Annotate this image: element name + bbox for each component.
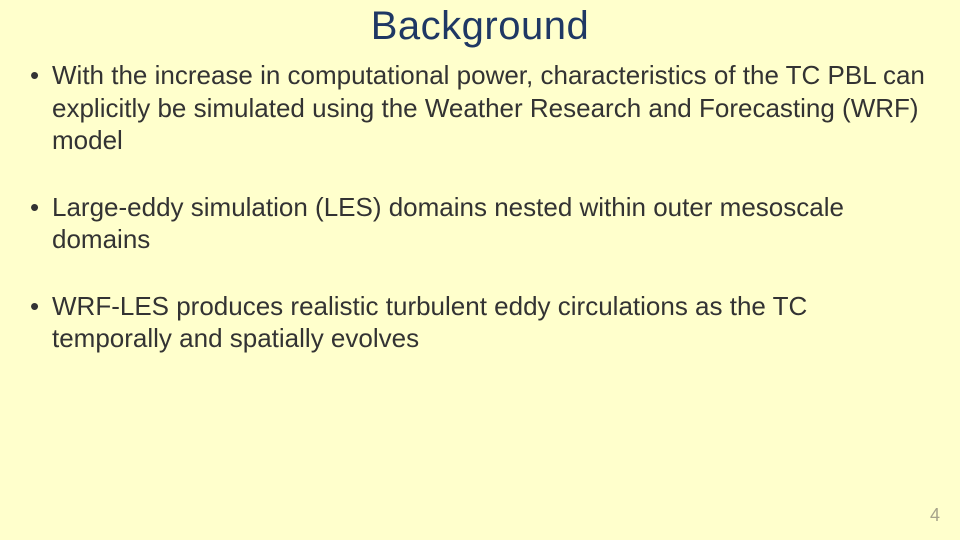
bullet-list: With the increase in computational power… <box>26 59 934 355</box>
bullet-item: WRF-LES produces realistic turbulent edd… <box>26 290 934 355</box>
slide-content: With the increase in computational power… <box>0 49 960 355</box>
bullet-item: With the increase in computational power… <box>26 59 934 157</box>
slide: Background With the increase in computat… <box>0 0 960 540</box>
bullet-item: Large-eddy simulation (LES) domains nest… <box>26 191 934 256</box>
page-number: 4 <box>930 505 940 526</box>
slide-title: Background <box>0 0 960 49</box>
